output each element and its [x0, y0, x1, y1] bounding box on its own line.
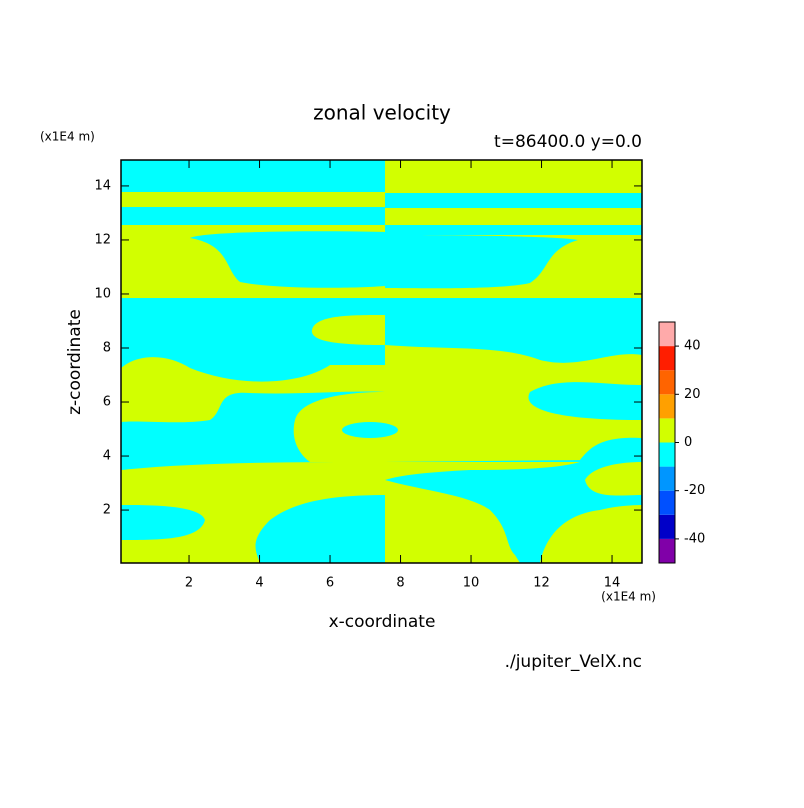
- contour-region: [385, 208, 642, 225]
- x-tick-label: 14: [604, 576, 621, 591]
- colorbar-tick-label: -20: [684, 483, 705, 498]
- colorbar-frame: [658, 321, 676, 564]
- y-unit: (x1E4 m): [40, 130, 95, 144]
- contour-region: [385, 462, 580, 480]
- contour-region: [385, 160, 642, 193]
- contour-region: [293, 392, 385, 462]
- y-axis-label: z-coordinate: [65, 309, 85, 415]
- plot-frame: [120, 159, 643, 564]
- x-tick-label: 12: [533, 576, 550, 591]
- contour-region: [311, 315, 385, 345]
- colorbar-band: [659, 394, 675, 419]
- colorbar-tick-label: -40: [684, 531, 705, 546]
- colorbar-band: [659, 490, 675, 515]
- y-tick-label: 6: [103, 395, 111, 410]
- x-tick-label: 4: [255, 576, 263, 591]
- contour-region: [121, 192, 385, 207]
- contour-field: [121, 160, 642, 563]
- colorbar-tick-label: 20: [684, 387, 701, 402]
- x-tick-label: 6: [326, 576, 334, 591]
- colorbar-band: [659, 514, 675, 539]
- colorbar-band: [659, 322, 675, 347]
- y-tick-label: 2: [103, 503, 111, 518]
- contour-region: [540, 505, 642, 563]
- colorbar-band: [659, 466, 675, 491]
- y-tick-label: 12: [94, 232, 111, 247]
- y-tick-label: 4: [103, 449, 111, 464]
- x-unit: (x1E4 m): [601, 590, 656, 604]
- contour-region: [385, 235, 642, 298]
- contour-region: [121, 225, 385, 298]
- colorbar-band: [659, 346, 675, 371]
- chart-subtitle: t=86400.0 y=0.0: [494, 132, 642, 152]
- contour-region: [121, 462, 385, 563]
- y-tick-label: 8: [103, 340, 111, 355]
- x-tick-label: 8: [396, 576, 404, 591]
- x-tick-label: 2: [185, 576, 193, 591]
- contour-region: [385, 345, 642, 462]
- contour-region: [342, 422, 398, 438]
- contour-region: [385, 480, 520, 563]
- x-axis-label: x-coordinate: [329, 612, 436, 632]
- colorbar-band: [659, 370, 675, 395]
- colorbar-band: [659, 538, 675, 563]
- x-tick-label: 10: [463, 576, 480, 591]
- colorbar-tick-label: 0: [684, 435, 692, 450]
- source-label: ./jupiter_VelX.nc: [505, 652, 642, 672]
- contour-region: [121, 357, 385, 423]
- y-tick-label: 14: [94, 178, 111, 193]
- colorbar-band: [659, 442, 675, 467]
- colorbar-band: [659, 418, 675, 443]
- chart-title: zonal velocity: [313, 101, 451, 125]
- contour-region: [585, 462, 642, 496]
- colorbar-tick-label: 40: [684, 339, 701, 354]
- y-tick-label: 10: [94, 286, 111, 301]
